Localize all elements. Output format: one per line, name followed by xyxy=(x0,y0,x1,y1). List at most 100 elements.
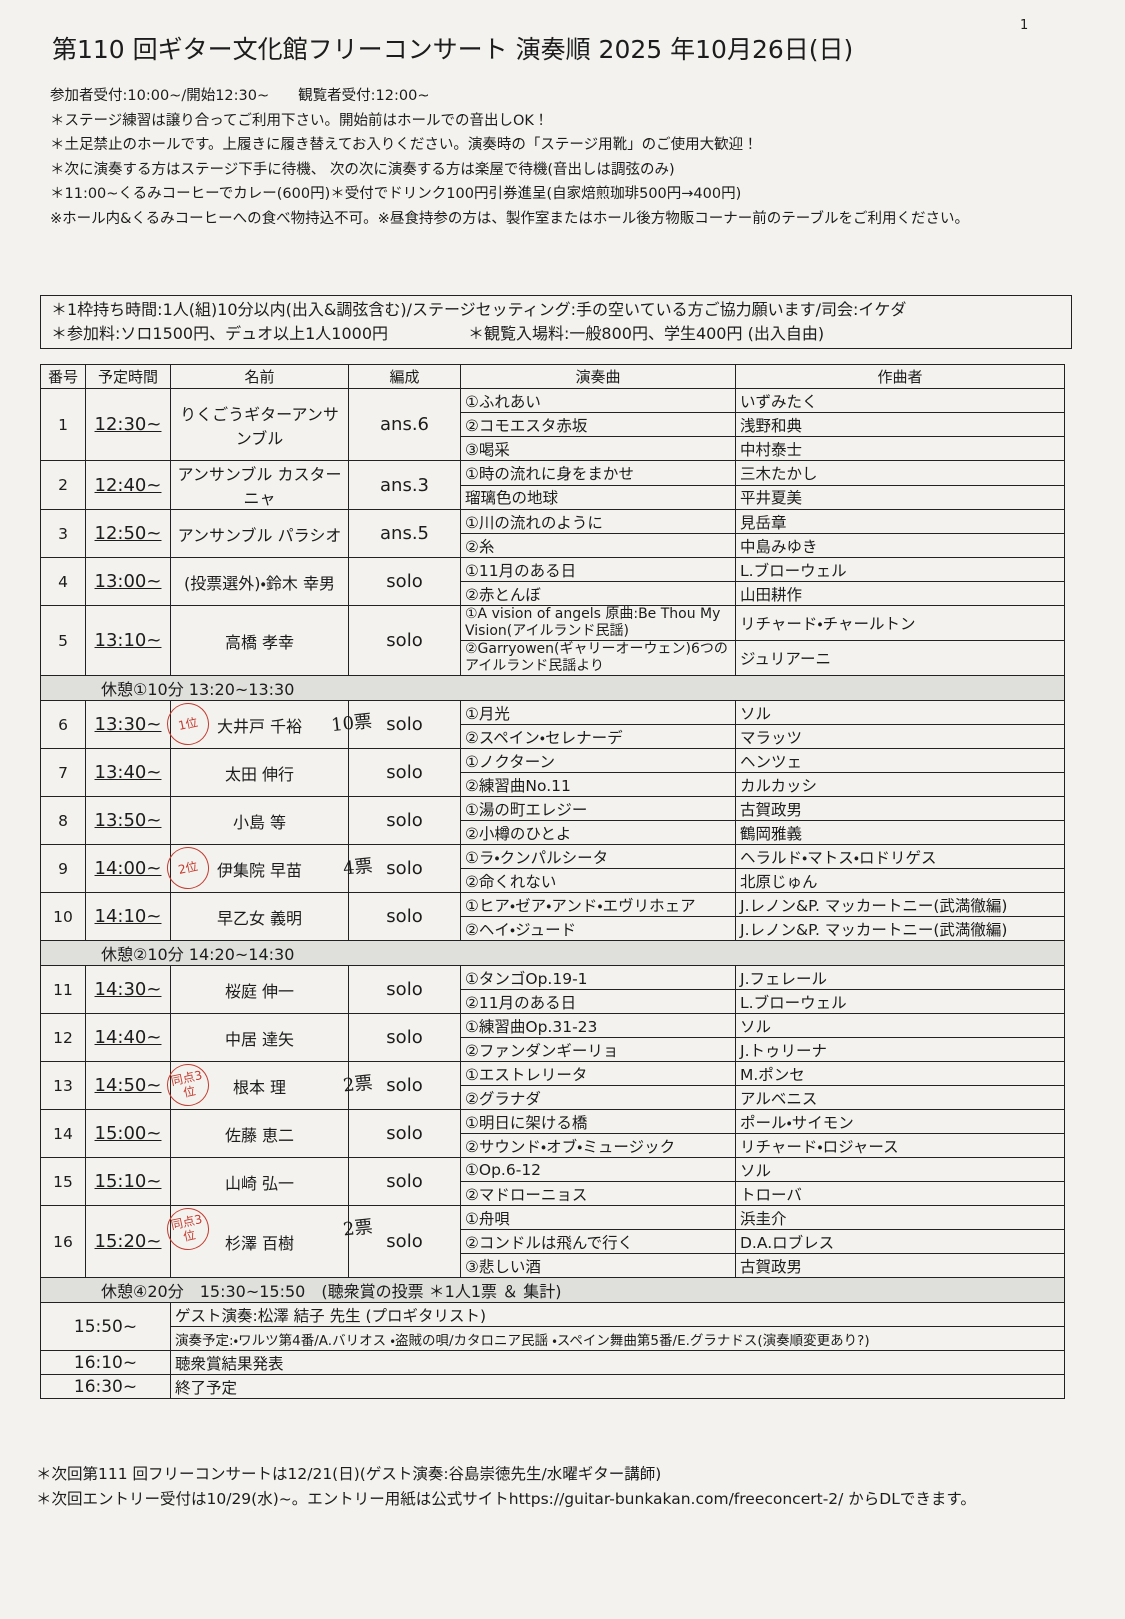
format: solo xyxy=(348,1205,461,1278)
name-cell: アンサンブル パラシオ xyxy=(170,509,349,558)
name-cell: 小島 等 xyxy=(170,796,349,845)
piece-row: ②赤とんぼ 山田耕作 xyxy=(41,581,1065,606)
info-line: ＊1枠持ち時間:1人(組)10分以内(出入&調弦含む)/ステージセッティング:手… xyxy=(51,300,907,319)
time: 14:50~ xyxy=(85,1061,171,1110)
number: 12 xyxy=(40,1013,86,1062)
column-header: 予定時間 xyxy=(85,364,171,389)
piece-row: ②サウンド・オブ・ミュージック リチャード・ロジャース xyxy=(41,1133,1065,1158)
composer: 浜圭介 xyxy=(735,1205,1065,1230)
piece: ①ラ・クンパルシータ xyxy=(460,844,736,869)
piece: ②サウンド・オブ・ミュージック xyxy=(460,1133,736,1158)
closing-time: 16:10~ xyxy=(40,1350,171,1375)
piece: ②練習曲No.11 xyxy=(460,772,736,797)
column-header: 演奏曲 xyxy=(460,364,736,389)
composer: 平井夏美 xyxy=(735,484,1065,510)
composer: ポール・サイモン xyxy=(735,1109,1065,1134)
closing-text: 聴衆賞結果発表 xyxy=(170,1350,1065,1375)
handwritten-votes: 2票 xyxy=(341,1216,374,1241)
composer: ヘンツェ xyxy=(735,748,1065,773)
time: 15:10~ xyxy=(85,1157,171,1206)
time: 15:00~ xyxy=(85,1109,171,1158)
piece: ②スペイン・セレナーデ xyxy=(460,724,736,749)
performer-name: 大井戸 千裕 xyxy=(216,716,303,736)
piece-row: 12 14:40~ 中居 達矢 solo ①練習曲Op.31-23 ソル xyxy=(40,1013,1065,1062)
composer: 北原じゅん xyxy=(735,868,1065,893)
piece-row: ②Garryowen(ギャリーオーウェン)6つのアイルランド民謡より ジュリアーニ xyxy=(41,640,1065,676)
composer: いずみたく xyxy=(735,388,1065,413)
number: 8 xyxy=(40,796,86,845)
piece-row: 5 13:10~ 高橋 孝幸 solo ①A vision of angels 原曲:B… xyxy=(40,605,1065,676)
guest-text: ゲスト演奏:松澤 結子 先生 (プロギタリスト) xyxy=(170,1302,1065,1327)
handwritten-rank: 同点3位 xyxy=(163,1060,213,1110)
piece-row: ②ヘイ・ジュード J.レノン&P. マッカートニー(武満徹編) xyxy=(41,916,1065,941)
composer: 三木たかし xyxy=(735,460,1065,486)
time: 14:40~ xyxy=(85,1013,171,1062)
time: 15:20~ xyxy=(85,1205,171,1278)
page-number: 1 xyxy=(1020,18,1029,33)
notes: 参加者受付:10:00~/開始12:30~ 観覧者受付:12:00~ ＊ステージ練… xyxy=(50,84,969,231)
piece: ②小樽のひとよ xyxy=(460,820,736,845)
format: solo xyxy=(348,1013,461,1062)
name-cell: りくごうギターアンサンブル xyxy=(170,388,349,461)
name-cell: 高橋 孝幸 xyxy=(170,605,349,676)
time: 12:40~ xyxy=(85,460,171,510)
piece: ②ファンダンギーリョ xyxy=(460,1037,736,1062)
piece: ②赤とんぼ xyxy=(460,581,736,606)
piece-row: ③喝采 中村泰士 xyxy=(41,436,1065,461)
time: 14:10~ xyxy=(85,892,171,941)
piece-row: ②コモエスタ赤坂 浅野和典 xyxy=(41,412,1065,437)
number: 3 xyxy=(40,509,86,558)
piece-row: 10 14:10~ 早乙女 義明 solo ①ヒア・ゼア・アンド・エヴリホェア J.レノン… xyxy=(40,892,1065,941)
piece: ②11月のある日 xyxy=(460,989,736,1014)
note-line: ＊次に演奏する方はステージ下手に待機、 次の次に演奏する方は楽屋で待機(音出しは… xyxy=(50,161,675,178)
note-line: ※ホール内&くるみコーヒーへの食べ物持込不可。※昼食持参の方は、製作室またはホー… xyxy=(50,210,969,227)
time: 12:50~ xyxy=(85,509,171,558)
time: 14:30~ xyxy=(85,965,171,1014)
format: solo xyxy=(348,557,461,606)
name-cell: 中居 達矢 xyxy=(170,1013,349,1062)
piece: ①ヒア・ゼア・アンド・エヴリホェア xyxy=(460,892,736,917)
name-cell: (投票選外)・鈴木 幸男 xyxy=(170,557,349,606)
table-body: 1 12:30~ りくごうギターアンサンブル ans.6 ①ふれあい いずみたく ②コモエス… xyxy=(40,388,1065,1399)
footer: ＊次回第111 回フリーコンサートは12/21(日)(ゲスト演奏:谷島崇徳先生/… xyxy=(36,1462,976,1512)
piece-row: ②練習曲No.11 カルカッシ xyxy=(41,772,1065,797)
composer: 古賀政男 xyxy=(735,796,1065,821)
piece: ①舟唄 xyxy=(460,1205,736,1230)
performer-name: りくごうギターアンサンブル xyxy=(180,404,339,448)
handwritten-rank: 1位 xyxy=(163,699,213,749)
time: 12:30~ xyxy=(85,388,171,461)
composer: 浅野和典 xyxy=(735,412,1065,437)
performer-name: 根本 理 xyxy=(232,1077,287,1097)
title: 第110 回ギター文化館フリーコンサート 演奏順 2025 年10月26日(日) xyxy=(52,35,854,64)
piece-row: 9 14:00~ 伊集院 早苗 2位 4票 solo ①ラ・クンパルシータ ヘラルド・マトス・… xyxy=(40,843,1065,893)
piece: ③悲しい酒 xyxy=(460,1253,736,1278)
performer-name: 伊集院 早苗 xyxy=(216,860,303,880)
piece-row: 11 14:30~ 桜庭 伸一 solo ①タンゴOp.19-1 J.フェレール xyxy=(40,965,1065,1014)
number: 5 xyxy=(40,605,86,676)
number: 9 xyxy=(40,844,86,893)
composer: J.トゥリーナ xyxy=(735,1037,1065,1062)
composer: 見岳章 xyxy=(735,509,1065,534)
handwritten-votes: 10票 xyxy=(330,710,374,737)
composer: ソル xyxy=(735,1157,1065,1182)
format: solo xyxy=(348,605,461,676)
name-cell: 大井戸 千裕 1位 10票 xyxy=(163,699,373,749)
info-box: ＊1枠持ち時間:1人(組)10分以内(出入&調弦含む)/ステージセッティング:手… xyxy=(40,295,1072,349)
composer: トローバ xyxy=(735,1181,1065,1206)
time: 13:00~ xyxy=(85,557,171,606)
piece: ①エストレリータ xyxy=(460,1061,736,1086)
piece-row: ②グラナダ アルベニス xyxy=(41,1085,1065,1110)
composer: J.フェレール xyxy=(735,965,1065,990)
composer: アルベニス xyxy=(735,1085,1065,1110)
composer: マラッツ xyxy=(735,724,1065,749)
format: solo xyxy=(348,796,461,845)
piece-row: 7 13:40~ 太田 伸行 solo ①ノクターン ヘンツェ xyxy=(40,748,1065,797)
performer-name: 高橋 孝幸 xyxy=(224,632,295,652)
composer: カルカッシ xyxy=(735,772,1065,797)
performer-name: (投票選外)・鈴木 幸男 xyxy=(183,573,335,593)
performer-name: アンサンブル カスターニャ xyxy=(177,465,342,508)
piece: ②グラナダ xyxy=(460,1085,736,1110)
note-line: ＊土足禁止のホールです。上履きに履き替えてお入りください。演奏時の「ステージ用靴… xyxy=(50,137,758,153)
number: 11 xyxy=(40,965,86,1014)
